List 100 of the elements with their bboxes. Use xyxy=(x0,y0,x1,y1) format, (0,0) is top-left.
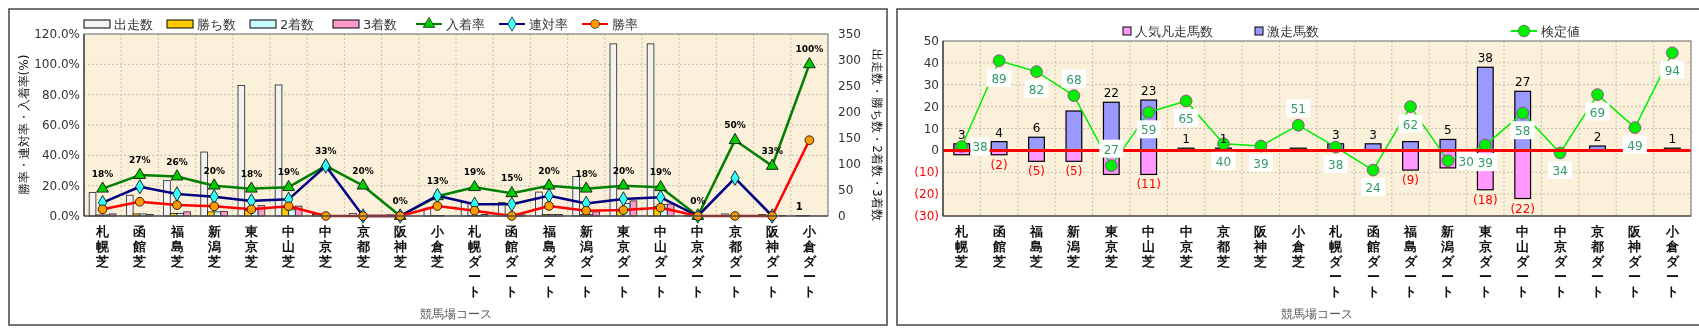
data-label: 20% xyxy=(352,165,374,176)
x-axis-title: 競馬場コース xyxy=(1281,307,1353,321)
data-label: 15% xyxy=(501,173,523,184)
annotation: 49 xyxy=(1627,138,1643,153)
annotation: 39 xyxy=(1253,157,1269,171)
x-tick-label: 京都ダート xyxy=(727,224,743,299)
x-tick-label: 札幌ダート xyxy=(467,224,483,299)
annotation: 34 xyxy=(1552,164,1568,178)
annotation: 51 xyxy=(1290,102,1306,117)
x-tick-label: 東京ダート xyxy=(1477,224,1493,299)
y-tick-label: 30 xyxy=(923,77,939,92)
y2-tick-label: 0 xyxy=(838,209,846,223)
annotation: 38 xyxy=(1328,158,1344,173)
data-label: 19% xyxy=(463,167,486,178)
legend-label: 出走数 xyxy=(114,17,153,32)
data-label: 19% xyxy=(277,167,300,178)
x-tick-label: 中京芝 xyxy=(318,224,333,269)
data-label: 20% xyxy=(538,165,560,176)
annotation: 65 xyxy=(1178,111,1194,126)
x-tick-label: 小倉ダート xyxy=(1664,224,1680,299)
data-label: 1 xyxy=(1668,132,1677,147)
x-tick-label: 阪神芝 xyxy=(392,224,408,269)
legend-label: 勝率 xyxy=(612,17,638,32)
x-tick-label: 東京ダート xyxy=(615,224,631,299)
data-label: (5) xyxy=(1065,164,1083,179)
y2-tick-label: 200 xyxy=(838,105,861,119)
annotation: 89 xyxy=(991,71,1007,86)
legend-label: 検定値 xyxy=(1541,24,1580,39)
x-tick-label: 福島芝 xyxy=(1029,224,1043,269)
x-tick-label: 東京芝 xyxy=(1103,224,1119,269)
data-label: 3 xyxy=(1369,127,1377,142)
x-tick-label: 函館芝 xyxy=(132,224,147,269)
data-label: (2) xyxy=(990,157,1008,172)
y-tick-label: 60.0% xyxy=(41,118,80,132)
data-label: (5) xyxy=(1028,164,1045,179)
data-label: 27% xyxy=(129,155,151,166)
x-tick-label: 京都芝 xyxy=(1216,224,1230,269)
annotation: 30 xyxy=(1458,154,1474,169)
data-label: 3 xyxy=(957,127,966,142)
annotation: 68 xyxy=(1066,72,1082,87)
data-label: (18) xyxy=(1472,192,1498,207)
y-tick-label: 50 xyxy=(923,34,939,48)
data-label: 1 xyxy=(795,201,803,213)
legend-label: 激走馬数 xyxy=(1267,24,1319,39)
data-label: (9) xyxy=(1402,173,1419,188)
legend-label: 連対率 xyxy=(529,17,568,32)
annotation: 59 xyxy=(1141,123,1157,138)
x-tick-label: 福島ダート xyxy=(1403,224,1418,299)
y2-tick-label: 250 xyxy=(838,79,861,93)
annotation: 58 xyxy=(1515,124,1531,139)
annotation: 82 xyxy=(1028,82,1045,97)
annotation: 69 xyxy=(1589,105,1606,120)
x-tick-label: 阪神芝 xyxy=(1253,224,1269,269)
x-tick-label: 京都芝 xyxy=(355,224,370,269)
data-label: 18% xyxy=(575,168,597,179)
legend-label: 勝ち数 xyxy=(197,17,236,32)
annotation: 62 xyxy=(1402,117,1419,132)
x-tick-label: 新潟ダート xyxy=(578,224,594,299)
data-label: 50% xyxy=(724,120,746,131)
annotation: 94 xyxy=(1664,63,1680,78)
y-axis-title: 勝率・連対率・入着率(%) xyxy=(17,54,31,196)
data-label: 18% xyxy=(91,168,114,179)
y2-axis-title: 出走数・勝ち数・2着数・3着数 xyxy=(870,49,884,221)
data-label: 5 xyxy=(1444,123,1452,138)
x-tick-label: 京都ダート xyxy=(1590,224,1605,299)
data-label: 38 xyxy=(1477,51,1493,66)
x-tick-label: 小倉ダート xyxy=(801,224,817,299)
x-tick-label: 小倉芝 xyxy=(429,224,445,269)
x-tick-label: 札幌ダート xyxy=(1328,224,1344,299)
x-tick-label: 中京芝 xyxy=(1178,224,1193,269)
y-tick-label: (20) xyxy=(914,187,939,202)
y-tick-label: 20.0% xyxy=(41,178,80,193)
data-label: 2 xyxy=(1593,130,1602,144)
x-tick-label: 小倉芝 xyxy=(1290,224,1306,269)
x-tick-label: 阪神ダート xyxy=(764,224,780,299)
data-label: 26% xyxy=(166,156,188,167)
y2-tick-label: 350 xyxy=(838,27,861,41)
y-tick-label: 20 xyxy=(923,99,939,114)
x-tick-label: 福島芝 xyxy=(169,224,184,269)
x-tick-label: 福島ダート xyxy=(541,224,557,299)
data-label: 4 xyxy=(995,125,1003,140)
data-label: 19% xyxy=(649,167,672,178)
annotation: 24 xyxy=(1365,181,1381,196)
data-label: 0% xyxy=(392,196,408,206)
y-tick-label: (10) xyxy=(914,165,939,180)
legend-label: 人気凡走馬数 xyxy=(1135,24,1213,39)
annotation: 38 xyxy=(972,140,988,155)
y-tick-label: 0 xyxy=(931,143,939,158)
y-tick-label: 40.0% xyxy=(41,148,80,163)
data-label: 100% xyxy=(795,44,824,55)
legend-label: 3着数 xyxy=(363,17,398,32)
y-tick-label: (30) xyxy=(914,209,939,223)
legend-label: 2着数 xyxy=(280,17,315,32)
annotation: 39 xyxy=(1477,156,1493,171)
y-tick-label: 120.0% xyxy=(34,27,80,41)
data-label: 1 xyxy=(1182,132,1190,147)
y2-tick-label: 100 xyxy=(838,157,861,171)
data-label: 3 xyxy=(1331,127,1340,142)
x-tick-label: 中京ダート xyxy=(690,224,706,299)
x-tick-label: 札幌芝 xyxy=(954,224,970,269)
